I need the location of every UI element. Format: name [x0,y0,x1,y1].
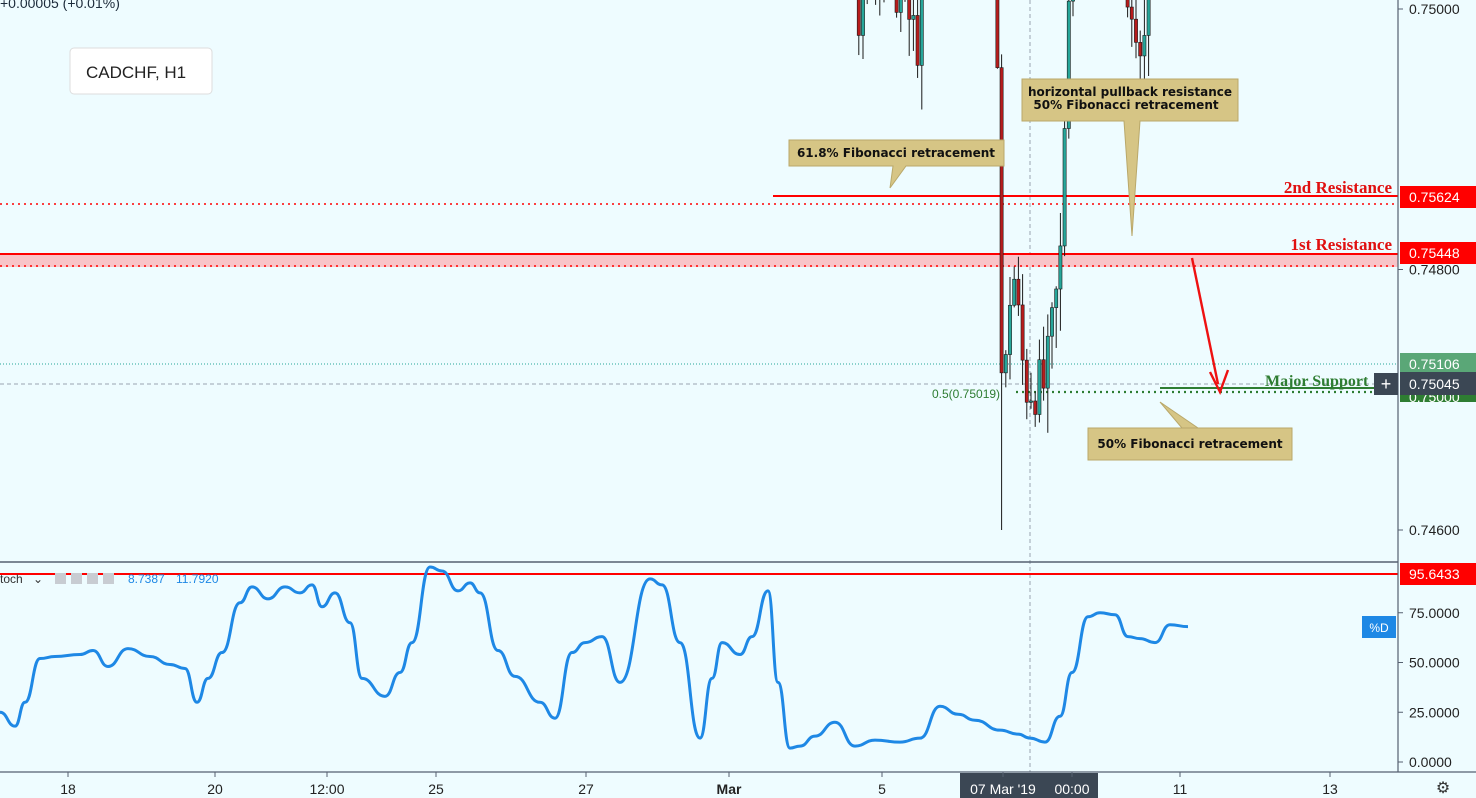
candle-body [1058,245,1063,290]
candle-body [999,67,1004,374]
stoch-level-badge: 95.6433 [1400,563,1476,585]
candle-body [1054,288,1059,308]
candle-body [915,15,920,66]
candle-body [1012,278,1017,306]
candle-body [1071,0,1075,2]
fib618-callout-text: 61.8% Fibonacci retracement [797,146,995,160]
second-resistance-badge: 0.75624 [1400,186,1476,208]
second-resistance-label: 2nd Resistance [1284,178,1393,197]
svg-text:0.75045: 0.75045 [1409,376,1460,392]
candle-body [1041,359,1046,389]
time-tick-label: 07 Mar '19 [970,781,1036,797]
last-price-badge: 0.75106 [1400,353,1476,375]
svg-text:0.75624: 0.75624 [1409,189,1460,205]
candle-body [1134,18,1138,43]
pullback-callout-line1: horizontal pullback resistance [1028,85,1232,99]
stoch-axis-ticks: 0.0000 25.0000 50.0000 75.0000 [1398,605,1460,770]
candle-body [1050,307,1054,337]
time-tick-label: 20 [207,781,223,797]
stoch-tick-label: 0.0000 [1409,754,1452,770]
projection-arrow [1190,257,1230,396]
time-tick-label: 11 [1173,781,1188,797]
stoch-tick-label: 25.0000 [1409,704,1460,720]
chevron-down-icon: ⌄ [33,572,43,586]
fib-level-label: 0.5(0.75019) [932,387,1000,401]
fib618-callout: 61.8% Fibonacci retracement [788,139,1005,189]
major-support-label: Major Support [1265,373,1369,390]
svg-text:+: + [1381,374,1392,394]
price-axis-ticks: 0.746000.748000.750000.752000.754000.756… [1398,1,1460,538]
stoch-d-value: 11.7920 [176,572,219,586]
stoch-title: Stoch [0,572,23,586]
svg-text:0.75106: 0.75106 [1409,356,1460,372]
candle-body [1020,304,1025,361]
stoch-d-badge: %D [1362,616,1396,638]
svg-text:95.6433: 95.6433 [1409,566,1460,582]
svg-text:0.75448: 0.75448 [1409,245,1460,261]
candle-body [856,0,861,36]
first-resistance-zone [0,254,1398,267]
eye-icon[interactable] [55,573,66,584]
candle-body [898,0,903,13]
candle-body [1045,335,1050,389]
candle-body [907,0,912,20]
candle-body [1016,278,1021,306]
candle-body [1029,400,1033,403]
candle-body [1033,400,1038,415]
pullback-callout: horizontal pullback resistance 50% Fibon… [1021,78,1239,237]
price-tick-label: 0.74600 [1409,522,1460,538]
candle-body [894,0,899,13]
time-tick-label: 00:00 [1054,781,1089,797]
stoch-header: Stoch ⌄ 8.7387 11.7920 [0,572,219,586]
close-icon[interactable] [103,573,114,584]
time-tick-label: 25 [428,781,444,797]
symbol-label-box[interactable]: CADCHF, H1 [69,47,213,95]
candle-body [1125,0,1130,8]
stoch-d-line [0,565,1189,750]
crosshair-add-icon[interactable]: + [1374,373,1398,395]
time-tick-label: 12:00 [309,781,344,797]
stoch-k-value: 8.7387 [128,572,165,586]
candle-body [1129,6,1134,20]
time-tick-label: 13 [1322,781,1338,797]
candle-body [1138,42,1143,57]
first-resistance-label: 1st Resistance [1290,235,1392,254]
stoch-tick-label: 75.0000 [1409,605,1460,621]
price-change-text: +0.00005 (+0.01%) [0,0,120,11]
time-axis-ticks[interactable]: 18 20 12:00 25 27 Mar 5 07 Mar '19 00:00 11 13 [60,772,1338,797]
candle-body [1066,0,1071,129]
symbol-label: CADCHF, H1 [86,63,186,82]
candle-body [1008,304,1012,355]
crosshair-badge: 0.75045 [1400,372,1476,395]
gear-icon[interactable]: ⚙ [1436,780,1450,797]
candles [856,0,1151,530]
time-tick-label: 18 [60,781,76,797]
price-tick-label: 0.74800 [1409,262,1460,278]
candle-body [911,15,916,20]
candle-body [1037,359,1042,415]
fib50-callout: 50% Fibonacci retracement [1087,401,1293,461]
pullback-callout-line2: 50% Fibonacci retracement [1033,98,1218,112]
candle-body [919,0,924,66]
candle-body [1062,128,1067,247]
fib50-callout-text: 50% Fibonacci retracement [1097,437,1282,451]
candle-body [995,0,1000,68]
price-tick-label: 0.75000 [1409,1,1460,17]
settings-small-icon[interactable] [71,573,82,584]
svg-text:%D: %D [1369,621,1389,635]
first-resistance-badge: 0.75448 [1400,242,1476,264]
candle-body [861,0,865,36]
candle-body [1024,359,1029,403]
add-icon[interactable] [87,573,98,584]
candle-body [1146,0,1151,36]
time-cursor-badge [960,773,1098,798]
time-tick-label: 5 [878,781,886,797]
stoch-tick-label: 50.0000 [1409,655,1460,671]
time-tick-label: 27 [578,781,594,797]
time-tick-label: Mar [717,781,742,797]
candle-body [1142,35,1147,57]
candle-body [1003,354,1008,374]
